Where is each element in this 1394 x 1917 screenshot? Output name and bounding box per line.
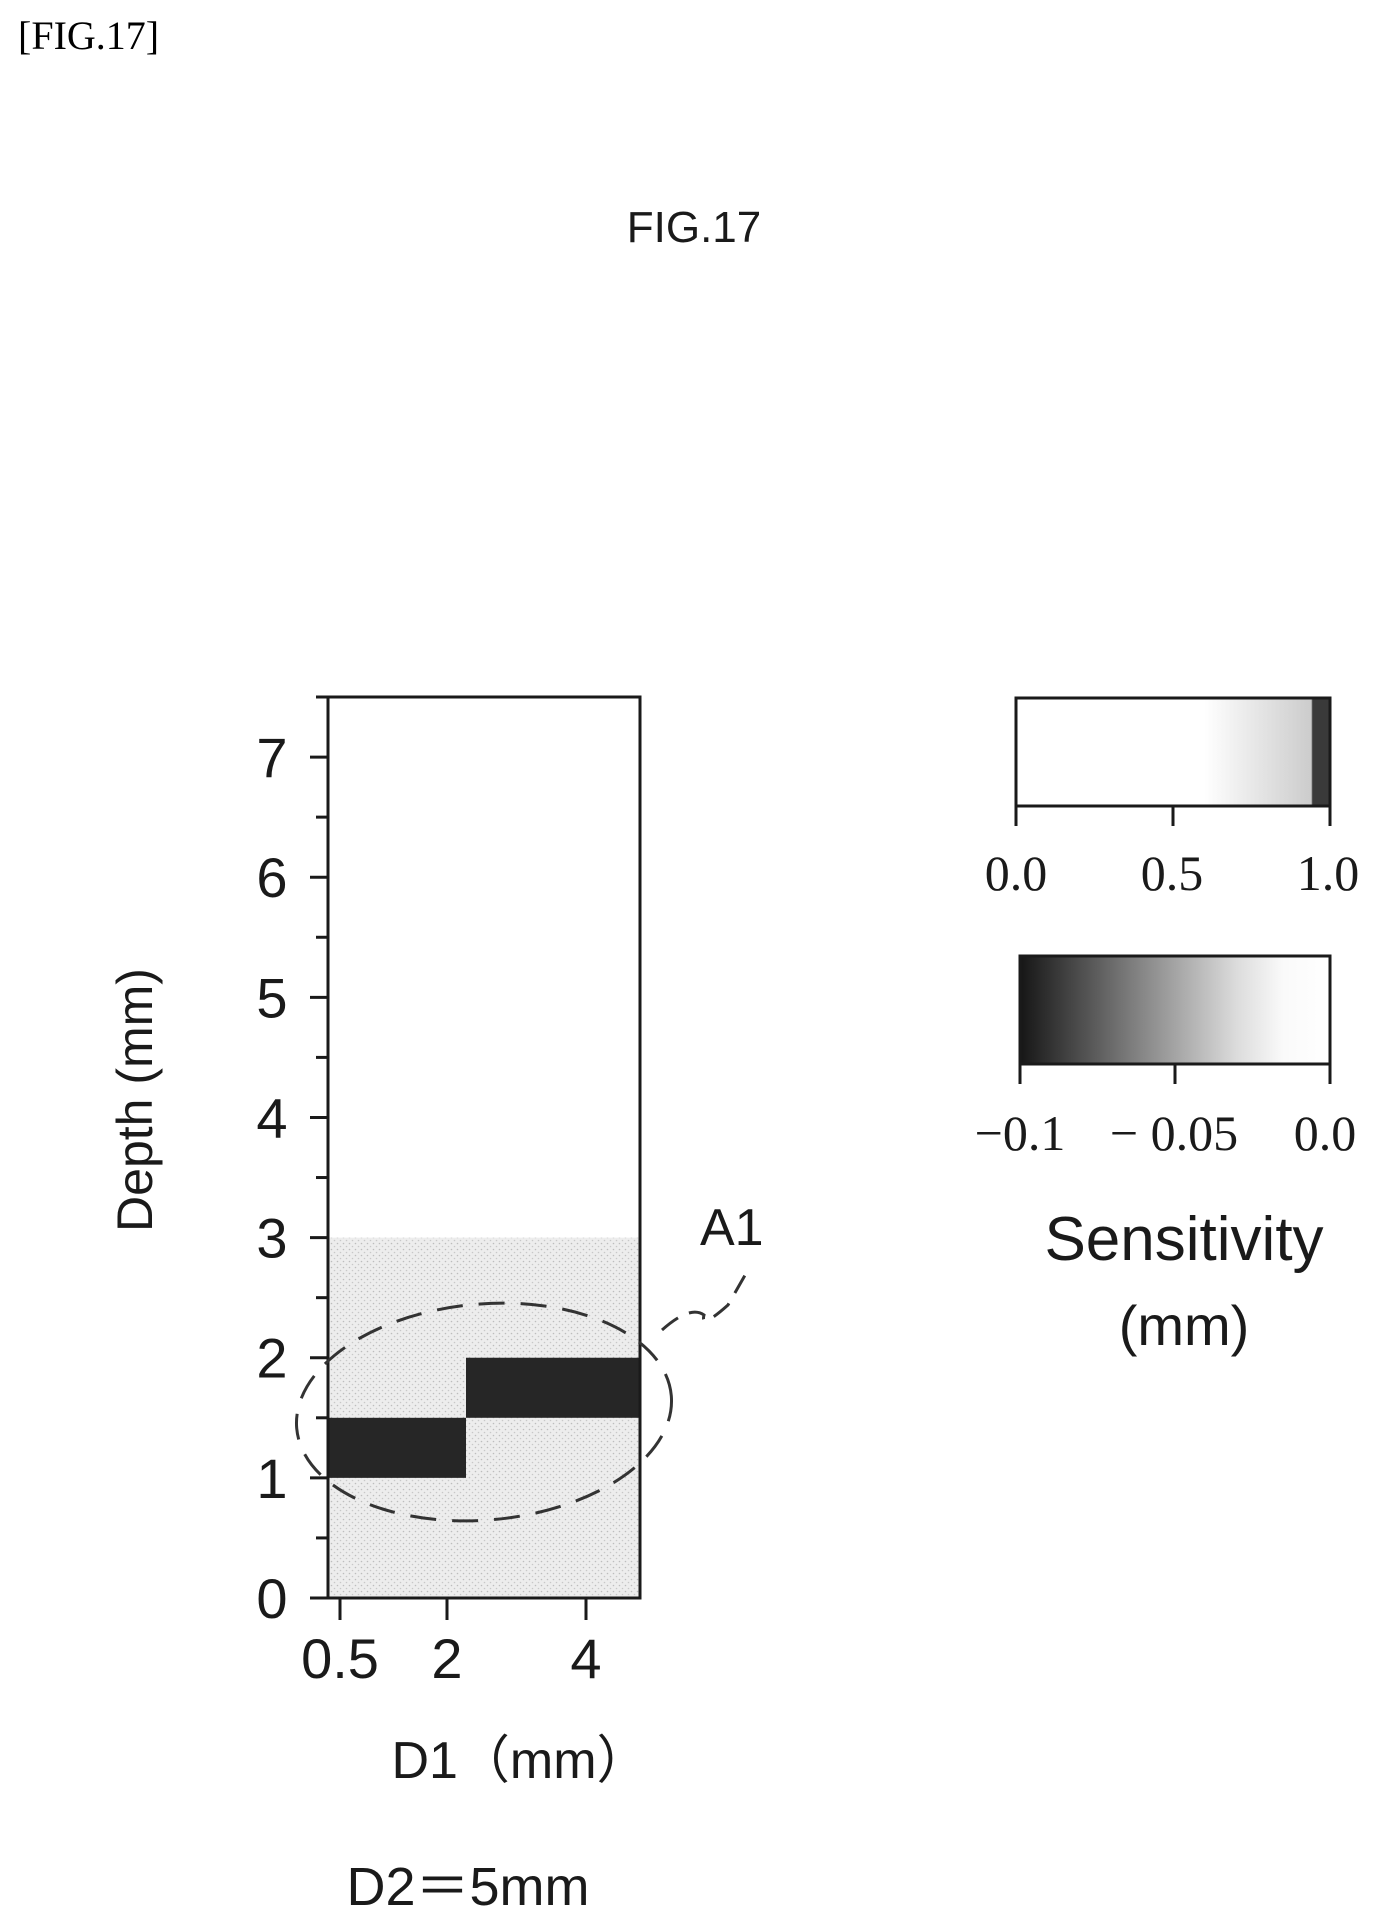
y-tick-label: 1 <box>256 1447 287 1510</box>
negative-colorbar <box>1018 954 1332 1066</box>
positive-colorbar <box>1014 696 1332 808</box>
colorbars: 0.0 0.5 1.0 −0.1 − 0.05 0.0 <box>975 696 1360 1161</box>
y-axis-label: Depth (mm) <box>107 968 163 1232</box>
heatmap-cell <box>466 1357 640 1418</box>
condition-label: D2＝5mm <box>346 1857 589 1917</box>
y-tick-label: 0 <box>256 1567 287 1630</box>
x-axis-label: D1（mm） <box>391 1732 648 1790</box>
y-tick-label: 7 <box>256 726 287 789</box>
y-axis: 0 1 2 3 4 5 6 7 <box>256 695 328 1630</box>
colorbar-tick-label: − 0.05 <box>1110 1105 1238 1161</box>
x-tick-label: 2 <box>431 1627 462 1690</box>
x-tick-label: 4 <box>570 1627 601 1690</box>
figure-title: FIG.17 <box>626 203 762 252</box>
figure-bracket-label: [FIG.17] <box>18 13 160 58</box>
y-tick-label: 4 <box>256 1086 287 1149</box>
colorbar-tick-label: 0.0 <box>985 845 1048 901</box>
y-tick-label: 2 <box>256 1327 287 1390</box>
plot-frame <box>326 695 642 1600</box>
colorbar-tick-label: 0.0 <box>1294 1105 1357 1161</box>
y-tick-label: 5 <box>256 966 287 1029</box>
x-axis: 0.5 2 4 <box>301 1598 602 1690</box>
colorbar-tick-label: 1.0 <box>1297 845 1360 901</box>
callout-leader-line <box>661 1269 750 1332</box>
heatmap-cell <box>328 697 640 1238</box>
colorbar-unit: (mm) <box>1119 1294 1250 1357</box>
colorbar-tick-label: 0.5 <box>1141 845 1204 901</box>
y-tick-label: 3 <box>256 1207 287 1270</box>
heatmap-cell <box>328 1417 466 1478</box>
colorbar-tick-label: −0.1 <box>975 1105 1066 1161</box>
colorbar-label: Sensitivity <box>1044 1205 1323 1274</box>
callout-label: A1 <box>700 1199 764 1257</box>
y-tick-label: 6 <box>256 846 287 909</box>
callout-ellipse <box>294 1301 674 1523</box>
x-tick-label: 0.5 <box>301 1627 379 1690</box>
